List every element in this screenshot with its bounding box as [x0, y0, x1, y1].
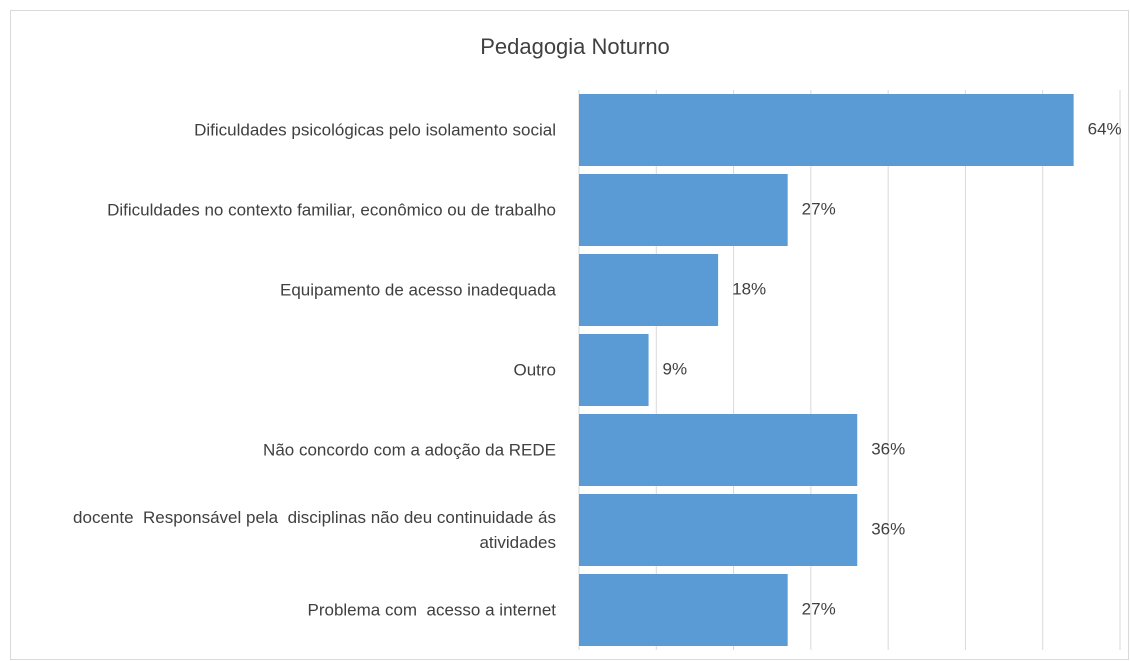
- data-label: 64%: [1088, 119, 1122, 138]
- bar: [579, 414, 858, 486]
- y-tick-label: Dificuldades no contexto familiar, econô…: [107, 200, 556, 220]
- data-label: 9%: [663, 359, 688, 378]
- data-label: 36%: [871, 439, 905, 458]
- y-tick-label: Equipamento de acesso inadequada: [280, 280, 556, 300]
- bar: [579, 174, 788, 246]
- bar: [579, 334, 649, 406]
- data-label: 18%: [732, 279, 766, 298]
- y-tick-label: Dificuldades psicológicas pelo isolament…: [194, 120, 556, 140]
- chart-border: [10, 10, 1129, 660]
- data-label: 27%: [802, 599, 836, 618]
- y-tick-label: docente Responsável pela disciplinas não…: [73, 508, 561, 552]
- y-tick-label: Problema com acesso a internet: [307, 600, 556, 620]
- data-label: 36%: [871, 519, 905, 538]
- y-tick-label: Não concordo com a adoção da REDE: [263, 440, 556, 460]
- bar: [579, 494, 858, 566]
- bar: [579, 254, 719, 326]
- data-label: 27%: [802, 199, 836, 218]
- bar: [579, 94, 1074, 166]
- bar: [579, 574, 788, 646]
- chart-title: Pedagogia Noturno: [480, 34, 670, 59]
- y-tick-label: Outro: [513, 360, 556, 380]
